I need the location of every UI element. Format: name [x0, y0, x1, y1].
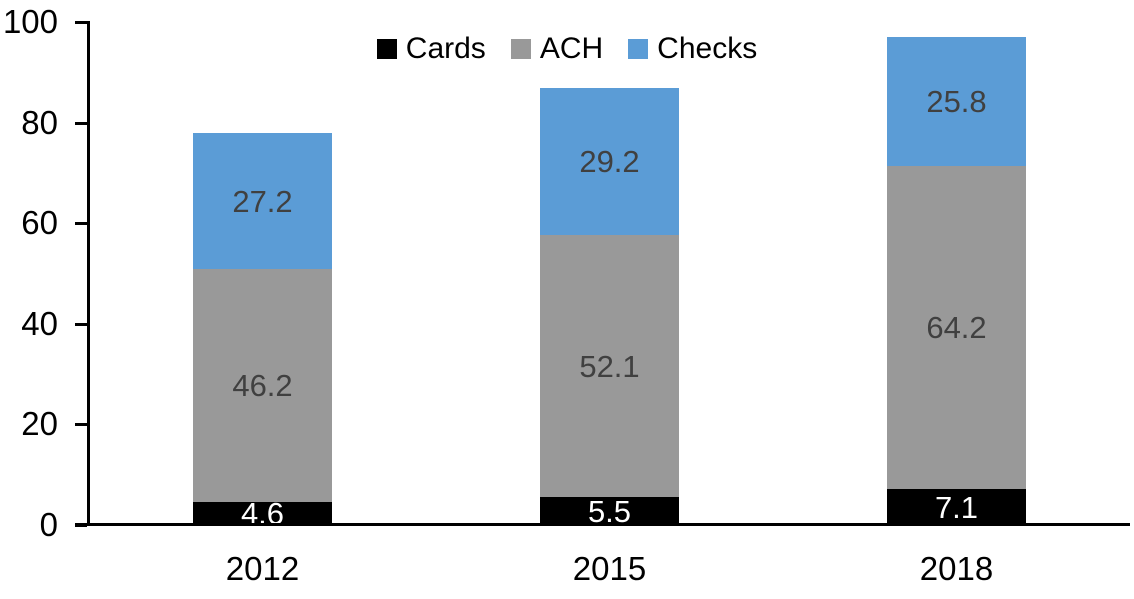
bar-segment-checks-2012: 27.2	[193, 132, 332, 270]
data-label: 5.5	[587, 493, 632, 529]
x-axis-category-label: 2012	[225, 550, 300, 587]
y-axis-tick-label: 0	[39, 506, 58, 543]
y-axis-tick	[75, 423, 87, 427]
data-label: 46.2	[232, 368, 293, 404]
bar-segment-ach-2015: 52.1	[540, 235, 679, 498]
y-axis-tick	[75, 121, 87, 125]
bar-segment-checks-2018: 25.8	[887, 36, 1026, 167]
x-axis-category-label: 2018	[919, 550, 994, 587]
bar-segment-cards-2015: 5.5	[540, 493, 679, 529]
bar-segment-checks-2015: 29.2	[540, 88, 679, 236]
legend-label: Cards	[405, 32, 486, 65]
data-label: 7.1	[934, 489, 979, 525]
legend-swatch-icon	[628, 39, 649, 59]
legend-label: Checks	[657, 32, 758, 65]
chart-legend: Cards ACH Checks	[0, 30, 1134, 68]
legend-label: ACH	[539, 32, 604, 65]
legend-item-ach: ACH	[510, 32, 604, 65]
data-label: 27.2	[232, 183, 293, 219]
bar-segment-cards-2012: 4.6	[193, 498, 332, 529]
y-axis-tick-label: 20	[21, 405, 58, 443]
legend-swatch-icon	[376, 39, 397, 59]
y-axis-tick-label: 60	[21, 204, 58, 242]
y-axis-tick-label: 100	[2, 3, 58, 40]
data-label: 64.2	[926, 310, 987, 346]
y-axis-tick	[75, 222, 87, 226]
y-axis-tick	[75, 322, 87, 326]
y-axis-tick	[75, 21, 87, 24]
bar-segment-ach-2012: 46.2	[193, 269, 332, 502]
bar-segment-cards-2018: 7.1	[887, 489, 1026, 525]
y-axis-tick-label: 80	[21, 103, 58, 141]
y-axis-line	[87, 21, 90, 526]
bar-segment-ach-2018: 64.2	[887, 166, 1026, 490]
legend-item-cards: Cards	[376, 32, 486, 65]
data-label: 29.2	[579, 144, 640, 180]
x-axis-line	[75, 523, 1130, 526]
legend-item-checks: Checks	[628, 34, 757, 64]
y-axis-tick-label: 40	[21, 304, 58, 342]
data-label: 25.8	[926, 83, 987, 119]
legend-swatch-icon	[510, 39, 531, 59]
x-axis-category-label: 2015	[572, 550, 647, 587]
data-label: 52.1	[579, 348, 640, 384]
